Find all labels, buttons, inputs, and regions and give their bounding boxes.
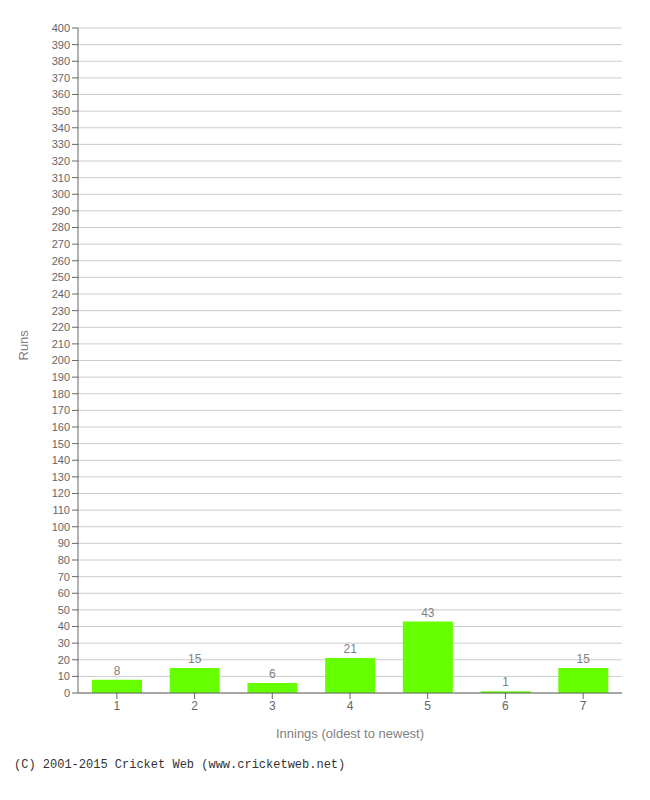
- svg-text:150: 150: [52, 438, 70, 450]
- svg-text:60: 60: [58, 587, 70, 599]
- svg-text:110: 110: [52, 504, 70, 516]
- svg-text:190: 190: [52, 371, 70, 383]
- svg-text:15: 15: [188, 652, 202, 666]
- svg-text:50: 50: [58, 604, 70, 616]
- svg-text:240: 240: [52, 288, 70, 300]
- svg-text:120: 120: [52, 487, 70, 499]
- svg-text:260: 260: [52, 255, 70, 267]
- svg-text:280: 280: [52, 221, 70, 233]
- svg-text:1: 1: [502, 675, 509, 689]
- svg-text:340: 340: [52, 122, 70, 134]
- svg-text:4: 4: [347, 699, 354, 713]
- svg-text:170: 170: [52, 404, 70, 416]
- svg-text:380: 380: [52, 55, 70, 67]
- svg-text:20: 20: [58, 654, 70, 666]
- svg-text:400: 400: [52, 22, 70, 34]
- svg-text:270: 270: [52, 238, 70, 250]
- svg-text:Innings (oldest to newest): Innings (oldest to newest): [276, 726, 424, 741]
- svg-text:1: 1: [114, 699, 121, 713]
- svg-text:250: 250: [52, 271, 70, 283]
- svg-text:Runs: Runs: [16, 330, 31, 361]
- svg-text:30: 30: [58, 637, 70, 649]
- svg-text:0: 0: [64, 687, 70, 699]
- svg-text:80: 80: [58, 554, 70, 566]
- svg-text:230: 230: [52, 305, 70, 317]
- svg-text:300: 300: [52, 188, 70, 200]
- svg-text:330: 330: [52, 138, 70, 150]
- svg-text:2: 2: [191, 699, 198, 713]
- svg-text:370: 370: [52, 72, 70, 84]
- svg-text:200: 200: [52, 354, 70, 366]
- svg-text:40: 40: [58, 620, 70, 632]
- svg-text:290: 290: [52, 205, 70, 217]
- html-text:(C) 2001-2015 Cricket Web (www: (C) 2001-2015 Cricket Web (www.cricketwe…: [14, 758, 346, 772]
- svg-text:21: 21: [343, 642, 357, 656]
- svg-text:90: 90: [58, 537, 70, 549]
- svg-text:43: 43: [421, 606, 435, 620]
- svg-text:130: 130: [52, 471, 70, 483]
- svg-text:220: 220: [52, 321, 70, 333]
- svg-text:160: 160: [52, 421, 70, 433]
- svg-text:70: 70: [58, 571, 70, 583]
- svg-text:180: 180: [52, 388, 70, 400]
- svg-text:6: 6: [502, 699, 509, 713]
- svg-text:140: 140: [52, 454, 70, 466]
- svg-text:310: 310: [52, 172, 70, 184]
- svg-text:5: 5: [424, 699, 431, 713]
- svg-text:7: 7: [580, 699, 587, 713]
- svg-text:100: 100: [52, 521, 70, 533]
- svg-text:390: 390: [52, 39, 70, 51]
- svg-text:10: 10: [58, 670, 70, 682]
- svg-text:15: 15: [577, 652, 591, 666]
- svg-text:210: 210: [52, 338, 70, 350]
- svg-text:3: 3: [269, 699, 276, 713]
- svg-text:350: 350: [52, 105, 70, 117]
- svg-text:320: 320: [52, 155, 70, 167]
- svg-text:360: 360: [52, 88, 70, 100]
- svg-text:8: 8: [114, 664, 121, 678]
- svg-text:6: 6: [269, 667, 276, 681]
